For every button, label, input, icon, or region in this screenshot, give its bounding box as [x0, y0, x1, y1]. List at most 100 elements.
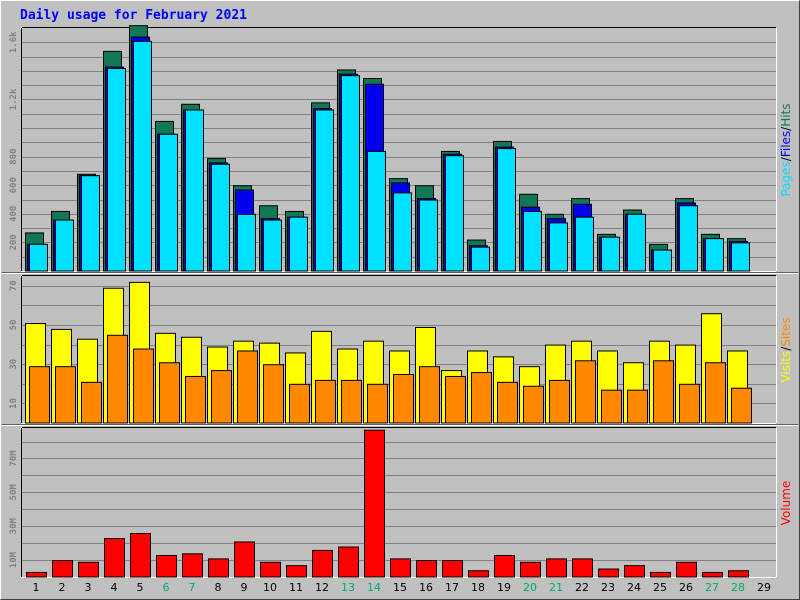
hits-bar-pages [263, 219, 282, 272]
x-axis-day-label: 1 [33, 581, 40, 594]
visits-bar-sites [679, 383, 700, 424]
hits-bar-pages [133, 40, 152, 272]
x-axis-day-label: 8 [215, 581, 222, 594]
volume-axis-label-part: Volume [779, 481, 793, 526]
visits-ytick-label: 30 [9, 359, 19, 370]
x-axis-day-label: 12 [315, 581, 329, 594]
hits-ytick-label: 600 [9, 177, 19, 193]
hits-bar-pages [731, 242, 750, 272]
hits-bar-pages [705, 238, 724, 272]
x-axis-day-label: 15 [393, 581, 407, 594]
visits-ytick-label: 70 [9, 280, 19, 291]
x-axis-day-label: 16 [419, 581, 433, 594]
volume-ytick-label: 70M [9, 450, 19, 467]
hits-bar-pages [679, 205, 698, 272]
volume-bar-volume [364, 429, 385, 578]
hits-bar-pages [523, 210, 542, 272]
volume-panel: 10M 30M 50M 70M Volume [9, 427, 793, 578]
x-axis-day-label: 7 [189, 581, 196, 594]
x-axis-day-label: 27 [705, 581, 719, 594]
volume-bar-volume [130, 532, 151, 578]
hits-ytick-label: 400 [9, 206, 19, 222]
x-axis-day-label: 17 [445, 581, 459, 594]
volume-bar-volume [260, 561, 281, 578]
visits-bar-sites [159, 362, 180, 424]
hits-bar-pages [81, 175, 100, 272]
x-axis-labels: 1 2 3 4 5 6 7 8 9 10 11 12 13 14 15 16 17 18 19 20 21 22 23 24 2… [33, 581, 772, 594]
volume-bar-volume [338, 546, 359, 578]
visits-bar-sites [627, 389, 648, 424]
visits-bar-sites [315, 379, 336, 424]
volume-axis-label: Volume [779, 481, 793, 526]
chart-title: Daily usage for February 2021 [20, 8, 247, 23]
x-axis-day-label: 20 [523, 581, 537, 594]
volume-bar-volume [442, 560, 463, 578]
x-axis-day-label: 5 [137, 581, 144, 594]
volume-bar-volume [52, 560, 73, 578]
volume-bar-volume [156, 554, 177, 578]
visits-bar-sites [341, 379, 362, 424]
hits-ytick-label: 800 [9, 149, 19, 165]
volume-bar-volume [728, 570, 749, 578]
hits-bar-pages [549, 222, 568, 272]
volume-bar-volume [234, 541, 255, 578]
visits-bar-sites [601, 389, 622, 424]
hits-bar-pages [367, 150, 386, 272]
hits-bar-pages [289, 216, 308, 272]
visits-bar-sites [133, 348, 154, 424]
hits-axis-label-part: Hits [779, 103, 793, 126]
volume-bar-volume [702, 571, 723, 578]
volume-ytick-label: 50M [9, 484, 19, 501]
x-axis-day-label: 18 [471, 581, 485, 594]
hits-bar-pages [237, 213, 256, 272]
x-axis-day-label: 23 [601, 581, 615, 594]
x-axis-day-label: 29 [757, 581, 771, 594]
volume-ytick-label: 30M [9, 518, 19, 535]
volume-bar-volume [416, 560, 437, 578]
x-axis-day-label: 28 [731, 581, 745, 594]
hits-bar-pages [315, 109, 334, 272]
hits-bar-pages [627, 213, 646, 272]
volume-bar-volume [26, 571, 47, 578]
visits-bar-sites [237, 350, 258, 424]
x-axis-day-label: 25 [653, 581, 667, 594]
x-axis-day-label: 11 [289, 581, 303, 594]
volume-bar-volume [650, 571, 671, 578]
volume-bar-volume [572, 558, 593, 578]
volume-bar-volume [208, 558, 229, 578]
hits-axis-label-part: / [779, 126, 793, 131]
chart-panels: 2004006008001.2k1.6kPages/Files/Hits1030… [2, 25, 798, 578]
visits-axis-label-part: Sites [779, 317, 793, 346]
hits-axis-label-part: Pages [779, 161, 793, 196]
x-axis-day-label: 13 [341, 581, 355, 594]
hits-bar-pages [575, 216, 594, 272]
visits-bar-sites [263, 364, 284, 424]
visits-bar-sites [81, 381, 102, 424]
visits-bar-sites [367, 383, 388, 424]
visits-bar-sites [29, 366, 50, 424]
x-axis-day-label: 24 [627, 581, 641, 594]
visits-axis-label-part: Visits [779, 351, 793, 383]
volume-bar-volume [676, 561, 697, 578]
visits-axis-label-part: / [779, 346, 793, 351]
x-axis-day-label: 21 [549, 581, 563, 594]
visits-bar-sites [471, 372, 492, 424]
volume-ytick-label: 10M [9, 551, 19, 568]
x-axis-day-label: 19 [497, 581, 511, 594]
x-axis-day-label: 4 [111, 581, 118, 594]
visits-ytick-label: 50 [9, 320, 19, 331]
volume-bar-volume [624, 565, 645, 578]
x-axis-day-label: 2 [59, 581, 66, 594]
volume-bar-volume [182, 553, 203, 578]
hits-ytick-label: 1.6k [9, 31, 19, 53]
hits-axis-label: Pages/Files/Hits [779, 103, 793, 196]
hits-bar-pages [211, 163, 230, 272]
hits-ytick-label: 200 [9, 234, 19, 250]
visits-bar-sites [705, 362, 726, 424]
visits-bar-sites [731, 387, 752, 424]
hits-bar-pages [29, 243, 48, 272]
visits-bar-sites [445, 375, 466, 424]
x-axis-day-label: 3 [85, 581, 92, 594]
